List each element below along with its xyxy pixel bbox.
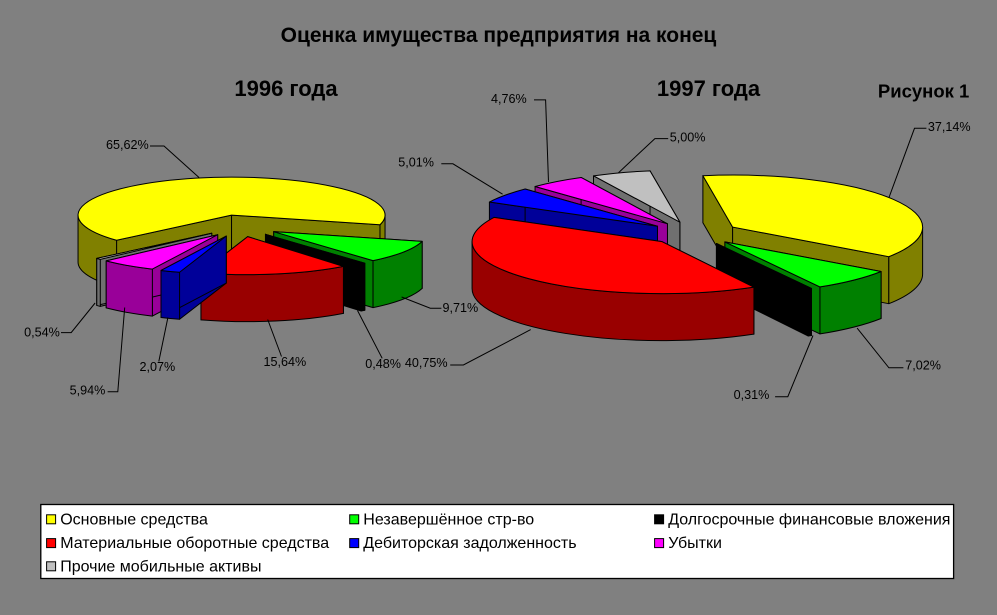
- svg-text:5,00%: 5,00%: [670, 131, 706, 145]
- svg-text:1996 года: 1996 года: [234, 76, 338, 101]
- svg-text:15,64%: 15,64%: [264, 355, 307, 369]
- svg-text:40,75%: 40,75%: [405, 356, 448, 370]
- svg-text:1997 года: 1997 года: [657, 76, 761, 101]
- svg-text:Рисунок 1: Рисунок 1: [878, 81, 969, 102]
- svg-text:0,54%: 0,54%: [24, 326, 60, 340]
- svg-text:0,48%: 0,48%: [365, 357, 401, 371]
- svg-text:37,14%: 37,14%: [928, 120, 971, 134]
- svg-text:Долгосрочные финансовые вложен: Долгосрочные финансовые вложения: [668, 511, 950, 528]
- svg-text:Дебиторская задолженность: Дебиторская задолженность: [363, 535, 576, 552]
- svg-text:Убытки: Убытки: [668, 535, 722, 552]
- svg-text:4,76%: 4,76%: [491, 92, 527, 106]
- svg-text:5,94%: 5,94%: [70, 384, 106, 398]
- svg-text:9,71%: 9,71%: [443, 301, 479, 315]
- svg-text:65,62%: 65,62%: [106, 138, 149, 152]
- svg-text:7,02%: 7,02%: [905, 358, 941, 372]
- svg-text:Незавершённое стр-во: Незавершённое стр-во: [363, 511, 534, 528]
- svg-text:0,31%: 0,31%: [734, 388, 770, 402]
- svg-text:5,01%: 5,01%: [398, 156, 434, 170]
- svg-text:Оценка имущества предприятия н: Оценка имущества предприятия на конец: [281, 24, 717, 47]
- svg-text:Материальные оборотные средств: Материальные оборотные средства: [60, 535, 329, 552]
- svg-text:2,07%: 2,07%: [140, 360, 176, 374]
- svg-text:Прочие мобильные активы: Прочие мобильные активы: [60, 558, 261, 575]
- svg-text:Основные средства: Основные средства: [60, 511, 208, 528]
